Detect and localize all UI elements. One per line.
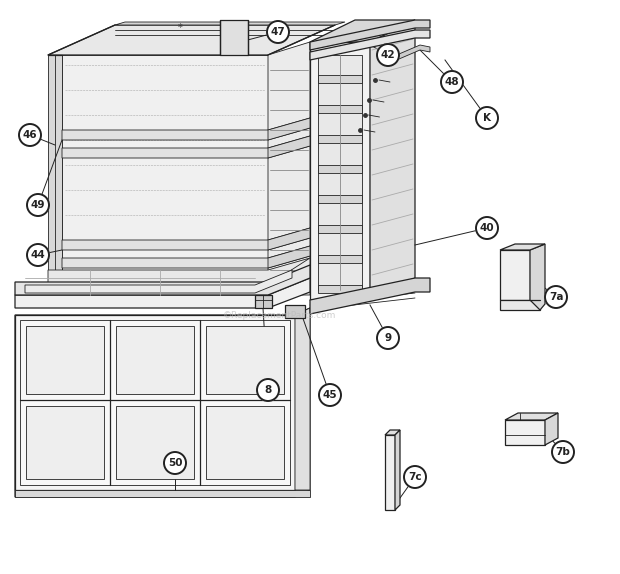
Polygon shape: [268, 136, 310, 158]
Polygon shape: [370, 20, 415, 300]
Circle shape: [545, 286, 567, 308]
Polygon shape: [385, 430, 400, 435]
Polygon shape: [500, 300, 540, 310]
Polygon shape: [530, 244, 545, 310]
Circle shape: [27, 194, 49, 216]
Polygon shape: [310, 20, 430, 50]
Polygon shape: [255, 295, 272, 308]
Circle shape: [404, 466, 426, 488]
Polygon shape: [116, 406, 194, 479]
Circle shape: [441, 71, 463, 93]
Text: 49: 49: [31, 200, 45, 210]
Text: 7b: 7b: [556, 447, 570, 457]
Polygon shape: [505, 420, 545, 445]
Text: *: *: [278, 27, 282, 37]
Text: 42: 42: [381, 50, 396, 60]
Polygon shape: [318, 55, 362, 290]
Polygon shape: [310, 20, 415, 42]
Polygon shape: [62, 136, 310, 158]
Polygon shape: [505, 413, 558, 420]
Polygon shape: [15, 308, 310, 497]
Polygon shape: [48, 258, 310, 285]
Polygon shape: [15, 315, 295, 490]
Polygon shape: [318, 135, 362, 143]
Circle shape: [267, 21, 289, 43]
Circle shape: [319, 384, 341, 406]
Text: ©ReplacementParts.com: ©ReplacementParts.com: [223, 311, 335, 320]
Circle shape: [19, 124, 41, 146]
Polygon shape: [318, 165, 362, 173]
Polygon shape: [62, 118, 310, 140]
Text: 45: 45: [322, 390, 337, 400]
Polygon shape: [318, 105, 362, 113]
Circle shape: [27, 244, 49, 266]
Circle shape: [377, 44, 399, 66]
Circle shape: [476, 217, 498, 239]
Polygon shape: [395, 430, 400, 510]
Polygon shape: [62, 228, 310, 250]
Polygon shape: [385, 435, 395, 510]
Circle shape: [476, 107, 498, 129]
Text: 9: 9: [384, 333, 392, 343]
Polygon shape: [295, 308, 310, 490]
Polygon shape: [26, 326, 104, 394]
Text: 44: 44: [30, 250, 45, 260]
Polygon shape: [318, 285, 362, 293]
Polygon shape: [385, 45, 430, 65]
Polygon shape: [545, 413, 558, 445]
Polygon shape: [310, 278, 430, 314]
Polygon shape: [310, 42, 370, 300]
Polygon shape: [318, 75, 362, 83]
Polygon shape: [318, 255, 362, 263]
Polygon shape: [206, 326, 284, 394]
Polygon shape: [206, 406, 284, 479]
Polygon shape: [318, 195, 362, 203]
Text: 7a: 7a: [549, 292, 563, 302]
Polygon shape: [318, 225, 362, 233]
Polygon shape: [15, 278, 310, 308]
Polygon shape: [62, 55, 268, 295]
Polygon shape: [268, 246, 310, 268]
Polygon shape: [48, 25, 335, 55]
Polygon shape: [20, 320, 290, 485]
Polygon shape: [268, 228, 310, 250]
Text: K: K: [483, 113, 491, 123]
Circle shape: [164, 452, 186, 474]
Polygon shape: [268, 42, 310, 295]
Text: 7c: 7c: [408, 472, 422, 482]
Polygon shape: [62, 246, 310, 268]
Text: 40: 40: [480, 223, 494, 233]
Text: 48: 48: [445, 77, 459, 87]
Polygon shape: [116, 326, 194, 394]
Text: 50: 50: [168, 458, 182, 468]
Polygon shape: [15, 490, 310, 497]
Polygon shape: [310, 30, 430, 60]
Text: 46: 46: [23, 130, 37, 140]
Circle shape: [377, 327, 399, 349]
Polygon shape: [115, 22, 345, 25]
Text: 8: 8: [264, 385, 272, 395]
Polygon shape: [48, 55, 62, 295]
Circle shape: [257, 379, 279, 401]
Polygon shape: [500, 244, 545, 250]
Circle shape: [552, 441, 574, 463]
Polygon shape: [285, 305, 305, 318]
Text: 47: 47: [270, 27, 285, 37]
Polygon shape: [26, 406, 104, 479]
Polygon shape: [220, 20, 248, 55]
Polygon shape: [268, 118, 310, 140]
Text: *: *: [177, 23, 182, 33]
Polygon shape: [15, 265, 310, 295]
Polygon shape: [25, 270, 292, 293]
Polygon shape: [500, 250, 530, 300]
